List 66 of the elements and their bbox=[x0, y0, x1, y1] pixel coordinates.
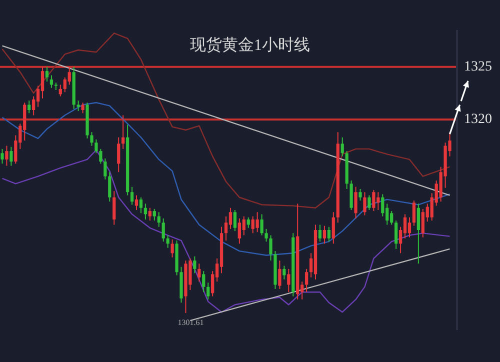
candlestick bbox=[278, 260, 282, 290]
candlestick bbox=[368, 194, 371, 210]
annotation: 1301.61 bbox=[178, 318, 204, 328]
candlestick bbox=[148, 207, 152, 222]
candlestick bbox=[202, 270, 206, 293]
candlestick bbox=[372, 190, 376, 212]
candlestick bbox=[152, 208, 156, 222]
candlestick bbox=[68, 66, 71, 86]
candlestick bbox=[282, 265, 286, 280]
candlestick bbox=[332, 212, 335, 244]
candlestick bbox=[318, 224, 322, 242]
candlestick bbox=[0, 148, 4, 164]
line-series bbox=[2, 102, 450, 256]
candlestick bbox=[354, 186, 358, 219]
candlestick bbox=[45, 66, 49, 82]
candlestick bbox=[50, 74, 54, 88]
candlestick bbox=[157, 212, 160, 228]
candlestick bbox=[139, 196, 143, 214]
candlestick bbox=[122, 114, 125, 150]
candlestick bbox=[394, 220, 398, 250]
candlestick bbox=[358, 188, 362, 202]
candlestick bbox=[206, 282, 210, 300]
candlestick bbox=[304, 268, 308, 293]
candlestick bbox=[264, 228, 268, 242]
candlestick bbox=[170, 238, 174, 258]
candlestick bbox=[28, 100, 31, 114]
candlestick bbox=[130, 186, 134, 206]
candlestick bbox=[94, 138, 98, 154]
candlestick bbox=[233, 210, 237, 232]
candlestick bbox=[381, 194, 384, 217]
candlestick bbox=[112, 190, 116, 226]
candlestick bbox=[224, 216, 228, 242]
candlestick bbox=[363, 192, 366, 216]
candlestick bbox=[327, 226, 330, 242]
candlestick bbox=[260, 214, 264, 236]
candlestick bbox=[193, 256, 196, 274]
candlestick bbox=[58, 84, 62, 97]
candlestick bbox=[287, 268, 290, 293]
candlestick bbox=[117, 136, 120, 173]
candlestick bbox=[76, 100, 80, 112]
candlestick bbox=[10, 146, 13, 166]
candlestick bbox=[246, 216, 250, 228]
candlestick bbox=[90, 132, 94, 146]
candlestick bbox=[408, 216, 412, 238]
y-tick-label: 1320 bbox=[464, 112, 492, 127]
candlestick bbox=[228, 207, 232, 230]
candlestick bbox=[5, 145, 8, 166]
candlestick bbox=[134, 194, 138, 210]
candlestick bbox=[340, 136, 344, 157]
candlestick bbox=[99, 148, 102, 164]
candlestick bbox=[412, 200, 416, 226]
candlestick bbox=[242, 216, 246, 236]
chart-title: 现货黄金1小时线 bbox=[190, 36, 310, 54]
candlestick bbox=[104, 158, 107, 180]
candlestick bbox=[416, 203, 420, 264]
candlestick bbox=[162, 218, 165, 242]
y-tick-label: 1325 bbox=[464, 59, 492, 74]
candlestick bbox=[81, 102, 84, 114]
candlestick bbox=[269, 234, 272, 262]
candlestick bbox=[256, 212, 259, 233]
candlestick bbox=[198, 263, 201, 282]
candlestick bbox=[166, 234, 170, 248]
candlestick bbox=[144, 203, 148, 220]
candlestick bbox=[40, 66, 44, 99]
candlestick bbox=[108, 172, 112, 202]
candlestick bbox=[322, 225, 326, 244]
